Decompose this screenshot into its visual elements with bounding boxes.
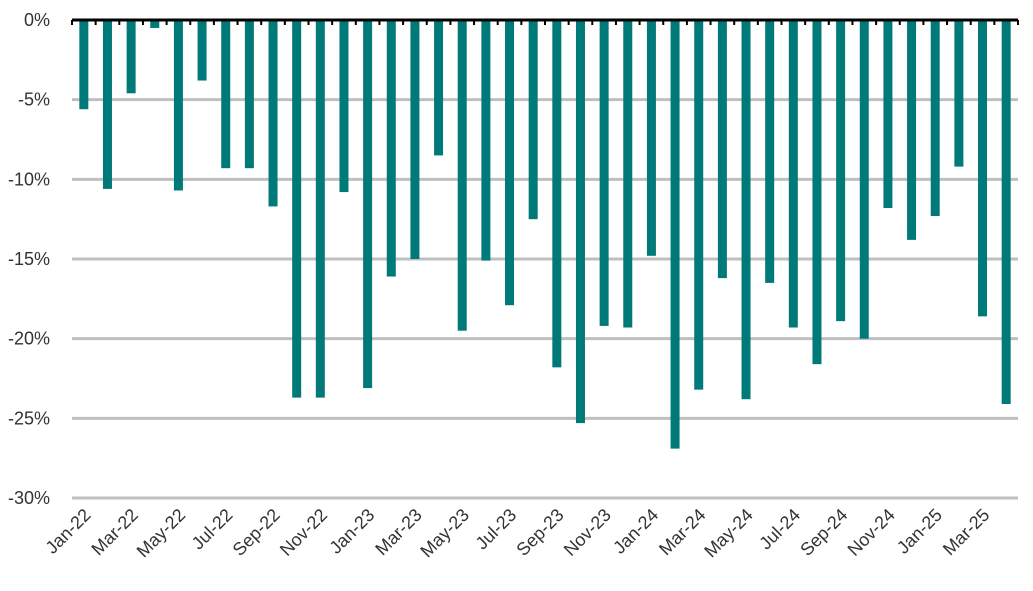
y-tick-label: -5% [18,90,50,110]
bar [339,20,349,193]
bar [788,20,798,328]
bar [646,20,656,256]
bar [315,20,325,398]
bar [434,20,444,156]
gridlines [72,98,1018,500]
bar [126,20,136,94]
bar [978,20,988,317]
bar [528,20,538,220]
bar [292,20,302,398]
bar [363,20,373,389]
bar [505,20,515,306]
y-tick-label: -20% [8,329,50,349]
x-tick-label: Sep-22 [229,505,284,560]
bar [907,20,917,240]
y-tick-label: -15% [8,249,50,269]
y-tick-label: -25% [8,408,50,428]
y-tick-label: 0% [24,10,50,30]
bar [79,20,89,110]
bar [599,20,609,326]
x-axis [71,18,1019,25]
bar [883,20,893,209]
x-tick-label: Jan-23 [325,505,378,558]
x-tick-label: Jan-24 [609,505,662,558]
x-axis-tick-labels: Jan-22Mar-22May-22Jul-22Sep-22Nov-22Jan-… [42,505,994,562]
x-tick-label: Nov-22 [276,505,331,560]
x-tick-label: Nov-24 [844,505,899,560]
bar [244,20,254,169]
bar [102,20,112,189]
y-axis-tick-labels: 0% -5% -10% -15% -20% -25% -30% [8,10,50,508]
bar [1001,20,1011,404]
bar [954,20,964,167]
x-tick-label: Sep-23 [512,505,567,560]
bar [552,20,562,368]
bar [859,20,869,339]
bar [410,20,420,259]
bar [197,20,207,81]
bar [717,20,727,279]
x-tick-label: Nov-23 [560,505,615,560]
bars [79,20,1011,449]
bar [150,20,160,28]
bar [173,20,183,191]
x-tick-label: Mar-25 [939,505,993,559]
bar [386,20,396,277]
bar [694,20,704,390]
bar [765,20,775,283]
x-tick-label: Jan-22 [42,505,95,558]
bar [221,20,231,169]
x-tick-label: Mar-23 [371,505,425,559]
y-tick-label: -30% [8,488,50,508]
bar [268,20,278,207]
bar [836,20,846,322]
bar [930,20,940,216]
bar [670,20,680,449]
bar [575,20,585,424]
x-tick-label: May-23 [416,505,473,562]
x-tick-label: Mar-22 [88,505,142,559]
x-tick-label: Mar-24 [655,505,709,559]
y-tick-label: -10% [8,169,50,189]
bar [457,20,467,331]
x-tick-label: Sep-24 [796,505,851,560]
bar [481,20,491,261]
x-tick-label: May-24 [700,505,757,562]
x-tick-label: May-22 [133,505,190,562]
bar [741,20,751,400]
x-tick-label: Jan-25 [893,505,946,558]
bar [812,20,822,365]
bar [623,20,633,328]
